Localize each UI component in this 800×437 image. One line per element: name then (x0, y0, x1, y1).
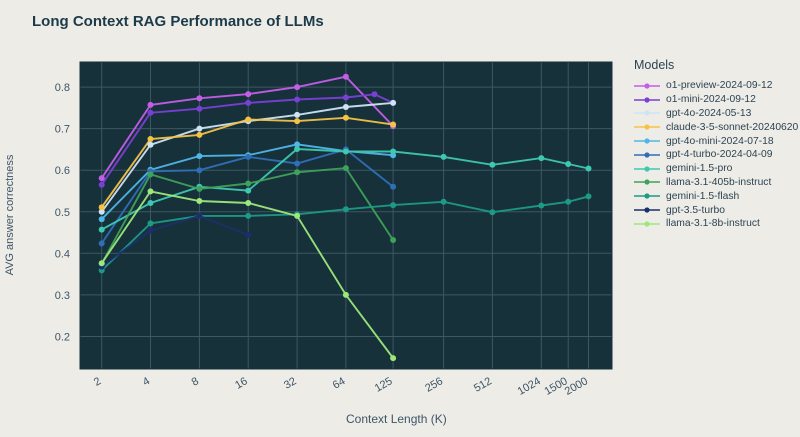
svg-text:512: 512 (472, 375, 494, 395)
svg-text:0.6: 0.6 (55, 165, 70, 177)
svg-text:8: 8 (190, 375, 201, 388)
svg-text:16: 16 (233, 375, 250, 392)
svg-text:0.8: 0.8 (55, 82, 70, 94)
svg-text:0.7: 0.7 (55, 124, 70, 136)
svg-text:0.2: 0.2 (55, 332, 70, 344)
svg-text:2000: 2000 (563, 375, 590, 398)
svg-text:64: 64 (331, 375, 348, 392)
svg-text:0.3: 0.3 (55, 290, 70, 302)
svg-text:125: 125 (373, 375, 395, 395)
svg-text:32: 32 (282, 375, 299, 392)
svg-text:256: 256 (423, 375, 445, 395)
svg-text:0.4: 0.4 (55, 248, 70, 260)
svg-text:0.5: 0.5 (55, 207, 70, 219)
svg-text:4: 4 (141, 375, 152, 388)
svg-text:1024: 1024 (516, 375, 543, 398)
svg-text:2: 2 (92, 375, 103, 388)
